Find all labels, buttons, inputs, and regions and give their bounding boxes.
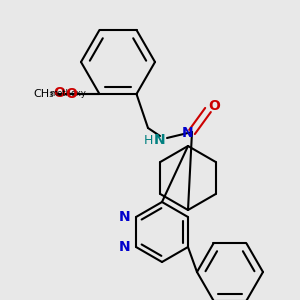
Text: O: O — [54, 86, 65, 100]
Text: N: N — [154, 133, 166, 147]
Text: N: N — [118, 210, 130, 224]
Text: O: O — [208, 99, 220, 113]
Text: H: H — [143, 134, 153, 146]
Text: N: N — [118, 240, 130, 254]
Text: methoxy: methoxy — [50, 88, 86, 98]
Text: N: N — [182, 126, 194, 140]
Text: O: O — [66, 87, 77, 101]
Text: CH₃: CH₃ — [34, 89, 55, 99]
